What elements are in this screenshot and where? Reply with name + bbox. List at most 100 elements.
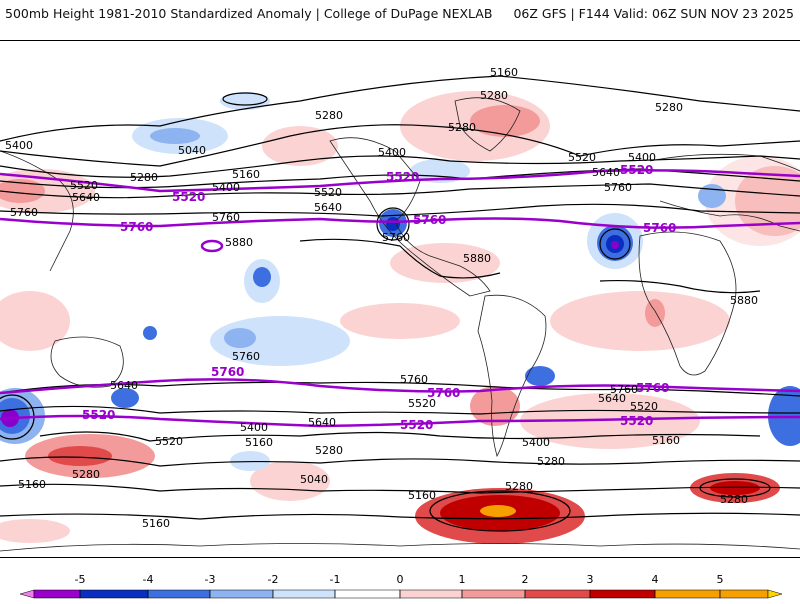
contour-label: 5760 [382, 231, 410, 244]
contour-label: 5160 [18, 478, 46, 491]
highlight-label-layer: 5520 5520 5520 5760 5760 5760 5760 5760 … [82, 163, 676, 432]
colorbar-tick-label: 3 [587, 573, 594, 586]
contour-line [0, 483, 800, 494]
contour-label: 5160 [652, 434, 680, 447]
anomaly-map[interactable]: 5160 5280 5280 5280 5280 5400 5040 5400 … [0, 41, 800, 558]
north-america-coast [329, 137, 491, 297]
highlight-label: 5520 [400, 418, 433, 432]
anomaly-pos-far-south [0, 519, 70, 543]
contour-label: 5760 [400, 373, 428, 386]
contour-label: 5760 [232, 350, 260, 363]
run-info: 06Z GFS | F144 Valid: 06Z SUN NOV 23 202… [513, 6, 794, 21]
colorbar-tick-label: 1 [459, 573, 466, 586]
contour-line [0, 512, 800, 520]
contour-label: 5520 [568, 151, 596, 164]
contour-label: 5760 [610, 383, 638, 396]
anomaly-neg-south-pacific-core [224, 328, 256, 348]
contour-label: 5280 [448, 121, 476, 134]
contour-line [39, 431, 761, 442]
highlight-label: 5520 [172, 190, 205, 204]
anomaly-neg-south-indian [111, 388, 139, 408]
asia-east-coast [0, 150, 74, 272]
highlight-label: 5760 [120, 220, 153, 234]
contour-5880-ring [200, 239, 224, 253]
anomaly-pos-south-indian-core [48, 446, 112, 466]
contour-label: 5280 [480, 89, 508, 102]
contour-label: 5280 [130, 171, 158, 184]
contour-label: 5520 [630, 400, 658, 413]
contour-label: 5640 [598, 392, 626, 405]
highlight-label: 5760 [211, 365, 244, 379]
contour-5520-south [0, 414, 800, 428]
contour-label: 5640 [72, 191, 100, 204]
contour-label: 5880 [225, 236, 253, 249]
contour-label: 5040 [178, 144, 206, 157]
anomaly-neg-south-america [525, 366, 555, 386]
contour-label: 5280 [537, 455, 565, 468]
contour-closed-low [599, 228, 631, 260]
anomaly-pos-africa [550, 291, 730, 351]
contour-label: 5640 [314, 201, 342, 214]
contour-label: 5040 [300, 473, 328, 486]
highlight-label: 5520 [386, 170, 419, 184]
anomaly-neg-north-pacific-core [150, 128, 200, 144]
colorbar: -5 -4 -3 -2 -1 0 1 2 3 4 5 [0, 570, 800, 600]
contour-5760-south [0, 378, 800, 395]
contour-label: 5400 [212, 181, 240, 194]
contour-5520-north [0, 169, 800, 193]
height-contours [0, 75, 800, 532]
contour-label: 5760 [10, 206, 38, 219]
colorbar-band [461, 589, 526, 599]
highlight-label: 5520 [620, 163, 653, 177]
contour-label: 5400 [240, 421, 268, 434]
contour-label-layer: 5160 5280 5280 5280 5280 5400 5040 5400 … [5, 66, 758, 530]
contour-label: 5280 [72, 468, 100, 481]
colorbar-band [524, 589, 591, 599]
contour-closed-high [429, 490, 571, 532]
contour-label: 5280 [655, 101, 683, 114]
coastlines [0, 97, 800, 552]
colorbar-band [33, 589, 81, 599]
contour-label: 5520 [314, 186, 342, 199]
contour-label: 5400 [522, 436, 550, 449]
map-panel[interactable]: 5160 5280 5280 5280 5280 5400 5040 5400 … [0, 40, 800, 558]
contour-label: 5640 [110, 379, 138, 392]
anomaly-neg-atlantic-low-core [611, 241, 619, 249]
header: 500mb Height 1981-2010 Standardized Anom… [0, 0, 800, 28]
colorbar-tick-label: 0 [397, 573, 404, 586]
highlight-label: 5520 [620, 414, 653, 428]
contour-line [0, 155, 800, 178]
highlight-label: 5520 [82, 408, 115, 422]
contour-label: 5880 [463, 252, 491, 265]
contour-closed-low [699, 478, 771, 498]
contour-label: 5280 [505, 480, 533, 493]
contour-label: 5160 [232, 168, 260, 181]
contour-line [0, 381, 800, 397]
highlight-label: 5760 [413, 213, 446, 227]
anomaly-pos-alaska [262, 126, 338, 166]
contour-label: 5520 [70, 179, 98, 192]
colorbar-band [654, 589, 721, 599]
colorbar-band [79, 589, 149, 599]
contour-label: 5640 [592, 166, 620, 179]
colorbar-band [767, 589, 783, 599]
contour-line [0, 405, 800, 415]
highlight-label: 5760 [427, 386, 460, 400]
colorbar-band [19, 589, 35, 599]
contour-label: 5160 [245, 436, 273, 449]
colorbar-tick-label: -5 [75, 573, 86, 586]
contour-label: 5160 [142, 517, 170, 530]
australia-coast [50, 336, 124, 388]
highlight-label: 5760 [636, 381, 669, 395]
colorbar-band [399, 589, 463, 599]
contour-label: 5760 [212, 211, 240, 224]
contour-line [0, 456, 800, 467]
africa-coast [638, 231, 737, 376]
colorbar-tick-label: -3 [205, 573, 216, 586]
contour-label: 5280 [315, 444, 343, 457]
anomaly-neg-europe-small [698, 184, 726, 208]
greenland-coast [454, 97, 521, 152]
contour-line [0, 124, 800, 167]
antarctica-coast [0, 543, 800, 552]
contour-label: 5400 [628, 151, 656, 164]
